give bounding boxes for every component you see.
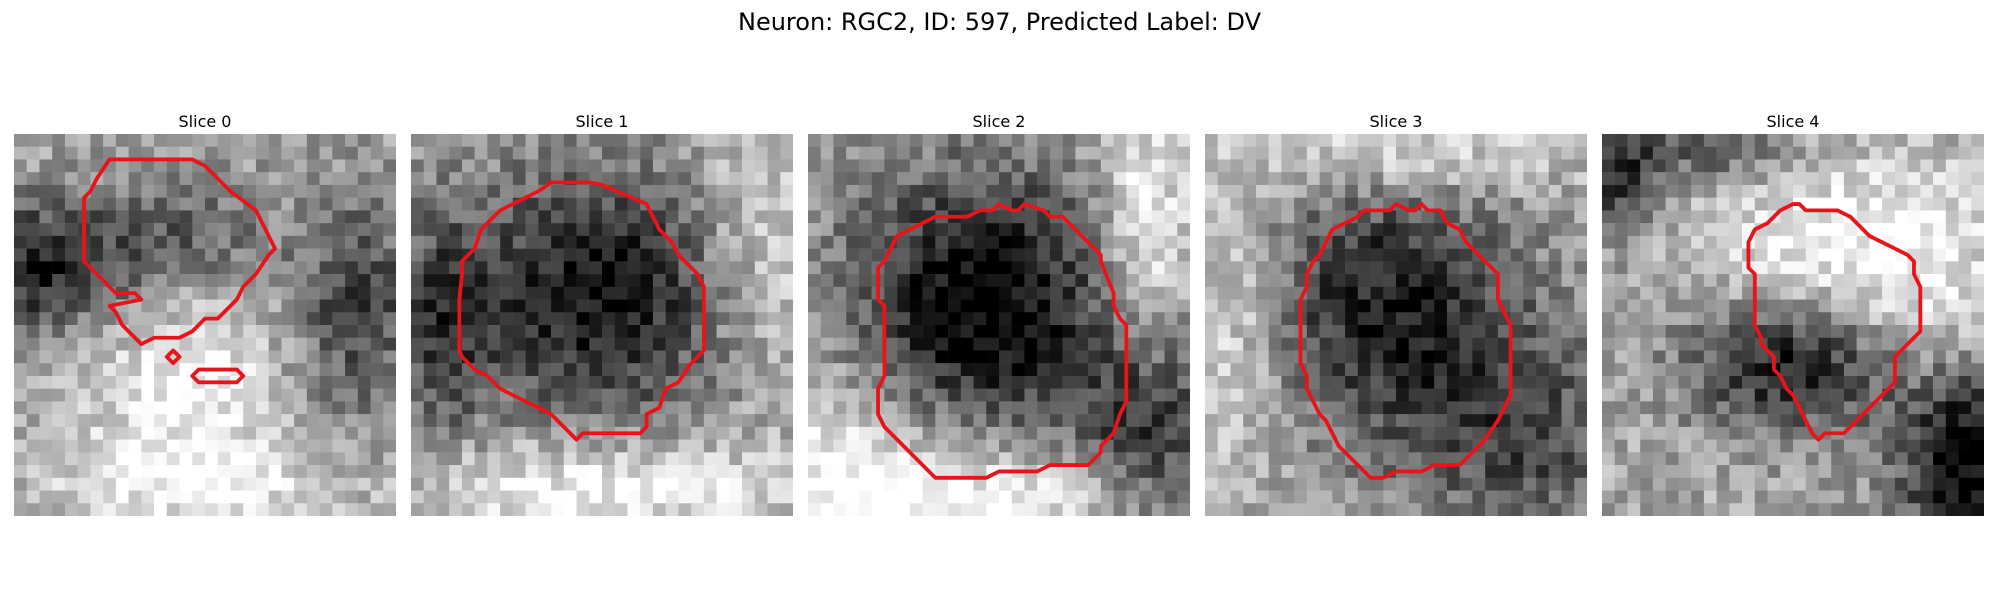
grayscale-pixels (808, 134, 1190, 516)
slice-title: Slice 0 (178, 112, 232, 131)
slice-panel-2: Slice 2 (808, 110, 1190, 516)
slice-title: Slice 1 (575, 112, 629, 131)
grayscale-pixels (14, 134, 396, 516)
segmentation-contour (1298, 202, 1513, 480)
grayscale-pixels (411, 134, 793, 516)
figure-title: Neuron: RGC2, ID: 597, Predicted Label: … (737, 8, 1261, 36)
slice-title: Slice 4 (1766, 112, 1820, 131)
segmentation-contour (876, 202, 1129, 480)
slice-panel-4: Slice 4 (1602, 110, 1984, 516)
slice-image (14, 134, 396, 516)
grayscale-pixels (1205, 134, 1587, 516)
slice-image (411, 134, 793, 516)
segmentation-contour (457, 180, 706, 442)
grayscale-pixels (1602, 134, 1984, 516)
slice-image (1205, 134, 1587, 516)
slice-panel-3: Slice 3 (1205, 110, 1587, 516)
slice-title: Slice 3 (1369, 112, 1423, 131)
slice-title: Slice 2 (972, 112, 1026, 131)
segmentation-contour (82, 157, 277, 385)
slice-image (808, 134, 1190, 516)
slice-panel-0: Slice 0 (14, 110, 396, 516)
slice-panel-1: Slice 1 (411, 110, 793, 516)
slice-image (1602, 134, 1984, 516)
segmentation-contour (1746, 202, 1923, 442)
